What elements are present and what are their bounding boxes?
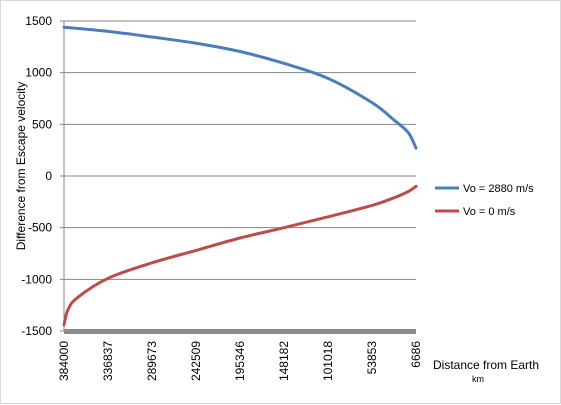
x-tick-label: 336837 <box>101 341 115 381</box>
axes <box>60 20 416 334</box>
series-lines <box>62 25 418 327</box>
y-axis-title: Difference from Escape velocity <box>14 82 28 251</box>
y-tick-label: 0 <box>45 169 52 183</box>
x-tick-label: 148182 <box>277 341 291 381</box>
y-tick-label: -1500 <box>21 324 52 338</box>
y-tick-label: -500 <box>28 221 52 235</box>
x-axis-title: Distance from Earth <box>433 358 539 372</box>
x-tick-label: 242509 <box>189 341 203 381</box>
gridlines <box>64 20 416 280</box>
legend-label: Vo = 2880 m/s <box>463 183 534 195</box>
x-tick-label: 289673 <box>145 341 159 381</box>
x-tick-labels: 384000 336837 289673 242509 195346 148182 1010… <box>57 341 423 381</box>
x-tick-label: 53853 <box>365 341 379 375</box>
series-line-1 <box>62 25 418 150</box>
x-tick-label: 101018 <box>321 341 335 381</box>
y-tick-label: 500 <box>32 117 52 131</box>
legend-label: Vo = 0 m/s <box>463 206 516 218</box>
x-tick-label: 6686 <box>409 341 423 368</box>
y-tick-label: 1000 <box>25 66 52 80</box>
x-axis-unit: km <box>472 374 484 384</box>
x-tick-label: 384000 <box>57 341 71 381</box>
y-tick-labels: 1500 1000 500 0 -500 -1000 -1500 <box>21 14 52 338</box>
x-axis-line <box>64 329 416 334</box>
legend: Vo = 2880 m/s Vo = 0 m/s <box>435 183 534 218</box>
x-tick-label: 195346 <box>233 341 247 381</box>
y-tick-label: 1500 <box>25 14 52 28</box>
series-line-2 <box>62 184 418 327</box>
y-tick-label: -1000 <box>21 272 52 286</box>
